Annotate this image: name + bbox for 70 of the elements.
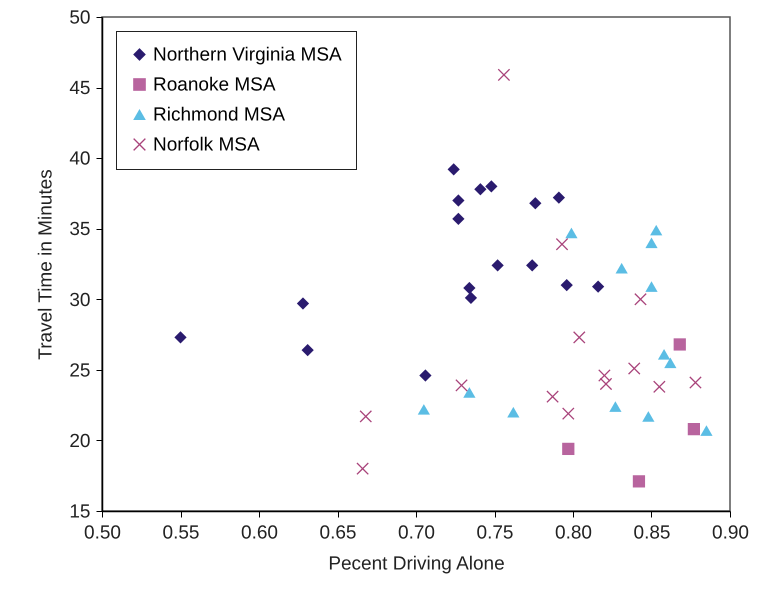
point	[674, 338, 686, 351]
point	[592, 280, 604, 293]
point	[645, 281, 658, 292]
point	[562, 407, 574, 420]
point	[653, 380, 666, 393]
x-tick-label: 0.70	[398, 522, 435, 544]
point	[474, 183, 486, 196]
point	[302, 344, 314, 356]
y-tick-label: 50	[69, 8, 90, 28]
legend-label: Northern Virginia MSA	[153, 44, 342, 66]
point	[464, 292, 478, 304]
point	[498, 68, 510, 81]
point	[664, 357, 676, 368]
point	[632, 475, 646, 488]
point	[507, 406, 520, 418]
point	[492, 259, 504, 272]
legend-label: Norfolk MSA	[153, 134, 260, 156]
point	[562, 442, 574, 456]
y-tick-label: 15	[69, 502, 90, 522]
point	[463, 282, 476, 294]
point	[452, 194, 465, 207]
legend-label: Roanoke MSA	[153, 74, 276, 96]
y-tick-label: 20	[69, 430, 90, 452]
point	[419, 369, 432, 382]
y-tick-label: 35	[69, 219, 90, 240]
x-tick-label: 0.65	[320, 522, 356, 544]
x-tick-label: 0.50	[84, 522, 121, 544]
point	[565, 228, 578, 238]
point	[546, 390, 559, 403]
point	[356, 462, 369, 475]
x-axis-title: Pecent Driving Alone	[328, 554, 505, 574]
y-tick-label: 30	[69, 290, 90, 311]
point	[452, 212, 465, 225]
x-tick-label: 0.75	[476, 522, 514, 544]
point	[485, 180, 498, 192]
point	[455, 379, 468, 392]
point	[688, 423, 700, 436]
x-tick-label: 0.60	[241, 522, 278, 544]
x-tick-label: 0.55	[162, 522, 200, 544]
point	[174, 331, 187, 344]
x-tick-label: 0.85	[634, 522, 670, 544]
point	[598, 369, 611, 382]
x-tick-label: 0.80	[555, 522, 592, 544]
point	[628, 362, 640, 375]
point	[560, 279, 573, 292]
point	[573, 331, 586, 344]
point	[634, 293, 647, 306]
point	[645, 238, 658, 248]
point	[463, 387, 476, 398]
point	[529, 197, 542, 210]
point	[609, 401, 622, 412]
y-tick-label: 45	[69, 78, 90, 100]
point	[642, 411, 654, 422]
legend-label: Richmond MSA	[153, 104, 286, 126]
point	[700, 425, 713, 436]
point	[526, 259, 538, 272]
y-axis-title: Travel Time in Minutes	[35, 169, 56, 360]
point	[296, 297, 310, 310]
x-tick-label: 0.90	[712, 522, 749, 544]
point	[552, 192, 565, 204]
y-tick-label: 40	[69, 148, 90, 170]
point	[689, 376, 702, 389]
point	[650, 224, 662, 236]
y-tick-label: 25	[69, 360, 90, 382]
point	[360, 410, 372, 423]
point	[616, 262, 628, 274]
point	[448, 163, 460, 176]
point	[658, 349, 670, 360]
point	[418, 404, 430, 415]
point	[556, 238, 568, 250]
